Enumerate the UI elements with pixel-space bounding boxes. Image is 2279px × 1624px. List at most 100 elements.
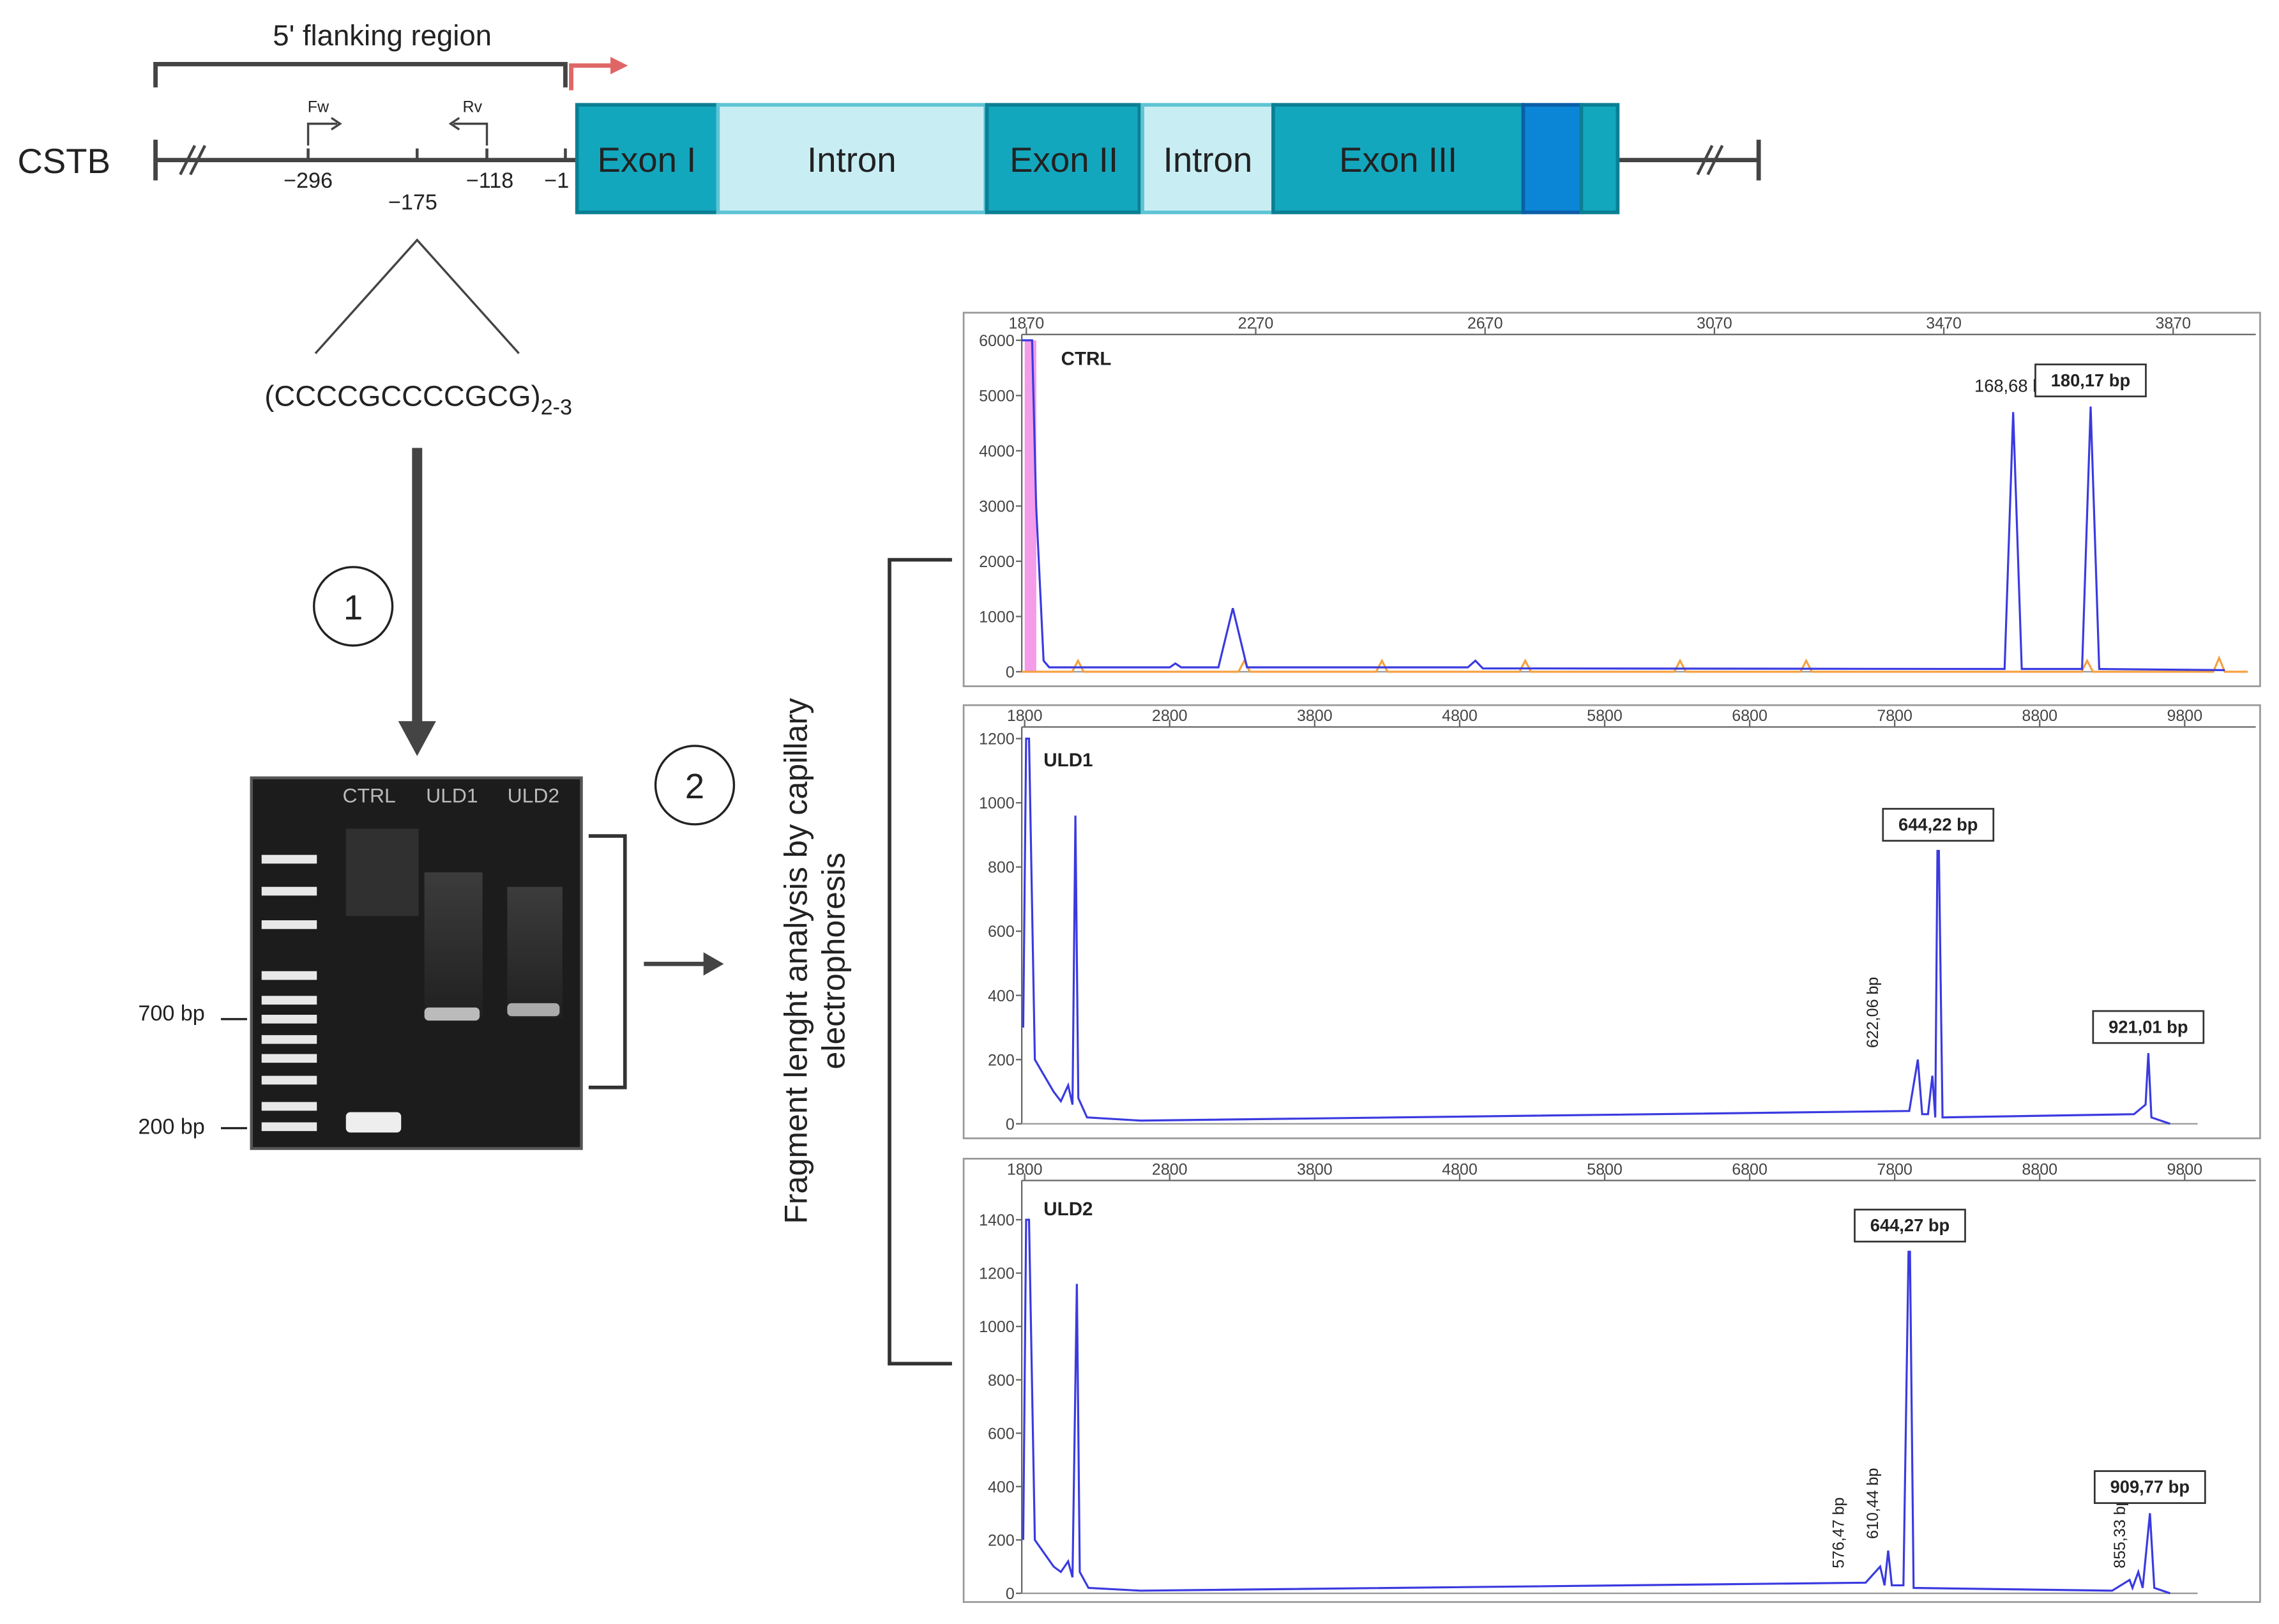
- marker-label: 700 bp: [138, 1001, 204, 1026]
- step-circle: [654, 745, 736, 826]
- ladder: [261, 854, 317, 1132]
- y-tick-label: 800: [988, 859, 1015, 877]
- peak-label-box: [2092, 1010, 2205, 1044]
- lane-label: CTRL: [343, 784, 396, 807]
- x-tick-label: 8800: [2022, 1160, 2057, 1178]
- panel-frame: [962, 704, 2261, 1139]
- repeat-unit: (CCCCGCCCCGCG): [264, 379, 540, 412]
- gene-blocks: [575, 103, 1620, 215]
- y-tick-label: 600: [988, 923, 1015, 941]
- peak-label: 622,06 bp: [1864, 977, 1882, 1048]
- region-bracket: [153, 62, 568, 87]
- exon-block: [1271, 103, 1526, 215]
- step-circle: [312, 566, 394, 647]
- peak-label: 610,44 bp: [1864, 1468, 1882, 1539]
- x-tick-label: 2800: [1152, 707, 1188, 725]
- x-tick-label: 3470: [1926, 315, 1962, 333]
- panel-title: CTRL: [1061, 349, 1112, 370]
- y-tick-label: 1000: [979, 1318, 1015, 1336]
- lane-label: ULD2: [508, 784, 559, 807]
- panel-title: ULD1: [1043, 750, 1093, 771]
- utr-block: [1579, 103, 1620, 215]
- y-tick-label: 0: [1006, 664, 1015, 681]
- block-label: Exon III: [1339, 140, 1457, 179]
- x-tick-label: 1800: [1007, 707, 1043, 725]
- peak-label: 855,33 bp: [2111, 1498, 2129, 1568]
- x-tick-label: 3070: [1697, 315, 1732, 333]
- x-tick-label: 4800: [1442, 1160, 1478, 1178]
- peak-label: 576,47 bp: [1829, 1498, 1847, 1568]
- y-tick-label: 4000: [979, 443, 1015, 460]
- electropherograms: 1870 2270 2670 3070 3470 38700100020003000400…: [962, 312, 2261, 1603]
- panel-title: ULD2: [1043, 1199, 1093, 1220]
- y-tick-label: 600: [988, 1425, 1015, 1443]
- gel-band: [345, 1112, 402, 1133]
- tss-arrowhead: [610, 57, 628, 75]
- gel: [250, 776, 583, 1150]
- utr-block: [1521, 103, 1584, 215]
- x-tick-label: 3870: [2155, 315, 2191, 333]
- y-tick-label: 1400: [979, 1211, 1015, 1229]
- block-label: Intron: [1163, 140, 1253, 179]
- method-label: electrophoresis: [815, 853, 851, 1070]
- x-tick-label: 3800: [1297, 1160, 1333, 1178]
- peak-label-box: [1882, 808, 1995, 842]
- y-tick-label: 400: [988, 987, 1015, 1005]
- peak-label: 180,17 bp: [2051, 370, 2130, 390]
- method-label-group: Fragment lenght analysis by capillary el…: [778, 698, 851, 1224]
- exon-block: [575, 103, 720, 215]
- x-tick-label: 1800: [1007, 1160, 1043, 1178]
- primer-label: Rv: [462, 98, 482, 116]
- peak-label: 644,27 bp: [1870, 1215, 1950, 1235]
- y-tick-label: 200: [988, 1051, 1015, 1069]
- position-label: −118: [466, 169, 513, 193]
- gel-band: [507, 1003, 560, 1017]
- well-glow: [345, 828, 419, 916]
- intron-block: [1140, 103, 1275, 215]
- block-label: Exon I: [597, 140, 696, 179]
- block-label: Intron: [807, 140, 897, 179]
- x-tick-label: 9800: [2167, 1160, 2202, 1178]
- region-label: 5' flanking region: [273, 19, 492, 52]
- gene-diagram: [153, 57, 1761, 354]
- rv-arrow: [453, 123, 488, 146]
- x-tick-label: 2800: [1152, 1160, 1188, 1178]
- trace: [1022, 655, 2248, 673]
- x-tick-label: 8800: [2022, 707, 2057, 725]
- x-tick-label: 5800: [1587, 1160, 1623, 1178]
- position-ticks: [307, 148, 567, 160]
- panel-frame: [962, 1157, 2261, 1603]
- x-tick-label: 3800: [1297, 707, 1333, 725]
- y-tick-label: 1200: [979, 1265, 1015, 1283]
- x-tick-label: 5800: [1587, 707, 1623, 725]
- trace: [1022, 1218, 2171, 1595]
- peak-label: 644,22 bp: [1898, 815, 1978, 835]
- x-tick-label: 7800: [1877, 707, 1912, 725]
- x-tick-label: 4800: [1442, 707, 1478, 725]
- trace: [1022, 737, 2171, 1125]
- repeat-sequence: (CCCCGCCCCGCG)2-3: [264, 379, 572, 420]
- repeat-count: 2-3: [541, 395, 572, 420]
- y-tick-label: 2000: [979, 553, 1015, 571]
- method-label: Fragment lenght analysis by capillary: [778, 698, 814, 1224]
- y-tick-label: 6000: [979, 332, 1015, 350]
- primer-band: [1024, 340, 1036, 672]
- exon-block: [985, 103, 1142, 215]
- marker-label: 200 bp: [138, 1115, 204, 1139]
- y-tick-label: 3000: [979, 497, 1015, 515]
- y-tick-label: 200: [988, 1531, 1015, 1549]
- x-tick-label: 6800: [1732, 1160, 1768, 1178]
- gene-name: CSTB: [17, 142, 110, 181]
- peak-label-box: [2093, 1470, 2206, 1505]
- rv-head: [448, 117, 460, 131]
- intron-block: [716, 103, 988, 215]
- position-label: −296: [284, 169, 333, 193]
- trace: [1022, 339, 2225, 671]
- x-tick-label: 2670: [1467, 315, 1503, 333]
- x-tick-label: 9800: [2167, 707, 2202, 725]
- x-tick-label: 1870: [1008, 315, 1044, 333]
- smear: [507, 886, 563, 1018]
- position-label: −1: [544, 169, 569, 193]
- panel-bracket: [888, 558, 952, 1366]
